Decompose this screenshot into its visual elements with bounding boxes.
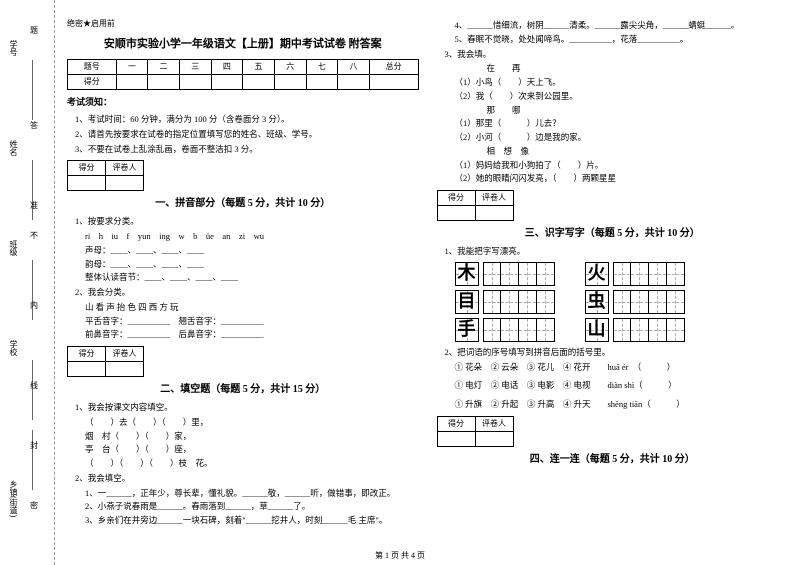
bind-label: 学号 xyxy=(8,40,19,56)
score-table: 题号 一 二 三 四 五 六 七 八 总分 得分 xyxy=(67,59,419,90)
paper-title: 安顺市实验小学一年级语文【上册】期中考试试卷 附答案 xyxy=(67,36,419,53)
left-column: 绝密★启用前 安顺市实验小学一年级语文【上册】期中考试试卷 附答案 题号 一 二… xyxy=(67,18,419,557)
big-char: 手 xyxy=(455,318,479,342)
big-char: 火 xyxy=(585,262,609,286)
q3-stem: 3、我会填。 xyxy=(445,48,789,61)
char-row: 木 火 xyxy=(455,262,789,286)
notice-item: 3、不要在试卷上乱涂乱画，卷面不整洁扣 3 分。 xyxy=(75,143,419,156)
q1-1-stem: 1、按要求分类。 xyxy=(75,215,419,228)
q2-2-stem: 2、我会填空。 xyxy=(75,472,419,485)
page-footer: 第 1 页 共 4 页 xyxy=(0,550,800,561)
bind-label: 班级 xyxy=(8,240,19,256)
section-3-title: 三、识字写字（每题 5 分，共计 10 分） xyxy=(437,226,789,241)
q1-1-letters: ri h iu f yun ing w b üe an zi wu xyxy=(85,230,419,243)
binding-margin: 学号 姓名 班级 学校 乡镇(街道) 题 答 准 不 内 线 封 密 xyxy=(0,0,55,565)
score-box: 得分评卷人 xyxy=(67,346,144,377)
score-box: 得分评卷人 xyxy=(437,190,514,221)
score-box: 得分评卷人 xyxy=(437,416,514,447)
q3-1-stem: 1、我能把字写漂亮。 xyxy=(445,245,789,258)
bind-label: 姓名 xyxy=(8,140,19,156)
right-column: 4、______惜细流，树阴______清柔。______露尖尖角，______… xyxy=(437,18,789,557)
big-char: 木 xyxy=(455,262,479,286)
q2-1-stem: 1、我会按课文内容填空。 xyxy=(75,401,419,414)
q3-2-stem: 2、把词语的序号填写到拼音后面的括号里。 xyxy=(445,346,789,359)
big-char: 山 xyxy=(585,318,609,342)
notice-item: 1、考试时间：60 分钟，满分为 100 分（含卷面分 3 分）。 xyxy=(75,113,419,126)
q1-2-stem: 2、我会分类。 xyxy=(75,286,419,299)
char-row: 手 山 xyxy=(455,318,789,342)
secret-label: 绝密★启用前 xyxy=(67,18,419,30)
notice-header: 考试须知： xyxy=(67,96,419,110)
notice-item: 2、请首先按要求在试卷的指定位置填写您的姓名、班级、学号。 xyxy=(75,128,419,141)
section-2-title: 二、填空题（每题 5 分，共计 15 分） xyxy=(67,382,419,397)
bind-label: 乡镇(街道) xyxy=(8,480,19,517)
char-row: 目 虫 xyxy=(455,290,789,314)
section-1-title: 一、拼音部分（每题 5 分，共计 10 分） xyxy=(67,196,419,211)
big-char: 虫 xyxy=(585,290,609,314)
section-4-title: 四、连一连（每题 5 分，共计 10 分） xyxy=(437,452,789,467)
score-box: 得分评卷人 xyxy=(67,160,144,191)
bind-label: 学校 xyxy=(8,340,19,356)
big-char: 目 xyxy=(455,290,479,314)
